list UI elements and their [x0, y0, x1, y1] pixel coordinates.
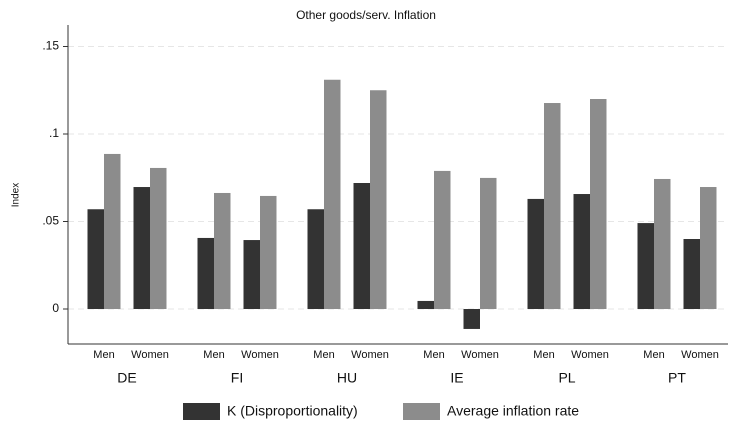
y-tick-label: .05 — [42, 214, 59, 228]
subcategory-label: Women — [681, 349, 719, 361]
bar — [700, 187, 717, 309]
bar — [463, 309, 480, 329]
bar — [683, 239, 700, 309]
bar — [637, 223, 654, 309]
bar — [104, 153, 121, 309]
bar — [260, 195, 277, 309]
group-label: PL — [558, 370, 575, 386]
chart-title: Other goods/serv. Inflation — [296, 8, 436, 22]
legend-swatch — [183, 403, 220, 420]
subcategory-label: Men — [313, 349, 334, 361]
subcategory-label: Men — [533, 349, 554, 361]
bar — [307, 209, 324, 309]
bar — [87, 209, 104, 309]
y-tick-label: .1 — [49, 126, 59, 140]
subcategory-label: Women — [461, 349, 499, 361]
group-label: HU — [337, 370, 357, 386]
legend-swatch — [403, 403, 440, 420]
bar — [353, 183, 370, 309]
group-label: PT — [668, 370, 686, 386]
subcategory-label: Women — [131, 349, 169, 361]
bar — [133, 187, 150, 309]
bar — [654, 178, 671, 309]
bar — [214, 192, 231, 309]
subcategory-label: Men — [203, 349, 224, 361]
bar — [590, 99, 607, 309]
legend-label: Average inflation rate — [447, 403, 579, 419]
subcategory-label: Men — [93, 349, 114, 361]
group-label: DE — [117, 370, 136, 386]
legend-label: K (Disproportionality) — [227, 403, 358, 419]
bar — [527, 198, 544, 309]
bar — [417, 300, 434, 309]
bar — [150, 167, 167, 309]
bar — [243, 240, 260, 309]
subcategory-label: Women — [351, 349, 389, 361]
subcategory-label: Women — [241, 349, 279, 361]
y-tick-label: .15 — [42, 39, 59, 53]
group-label: IE — [450, 370, 463, 386]
bar — [573, 194, 590, 309]
group-label: FI — [231, 370, 243, 386]
bar — [434, 170, 451, 309]
bar — [544, 103, 561, 310]
bar — [324, 79, 341, 309]
subcategory-label: Men — [643, 349, 664, 361]
bar — [197, 237, 214, 309]
bar — [480, 177, 497, 309]
y-axis-label: Index — [11, 183, 22, 207]
bar — [370, 90, 387, 309]
y-tick-label: 0 — [52, 301, 59, 315]
subcategory-label: Women — [571, 349, 609, 361]
subcategory-label: Men — [423, 349, 444, 361]
